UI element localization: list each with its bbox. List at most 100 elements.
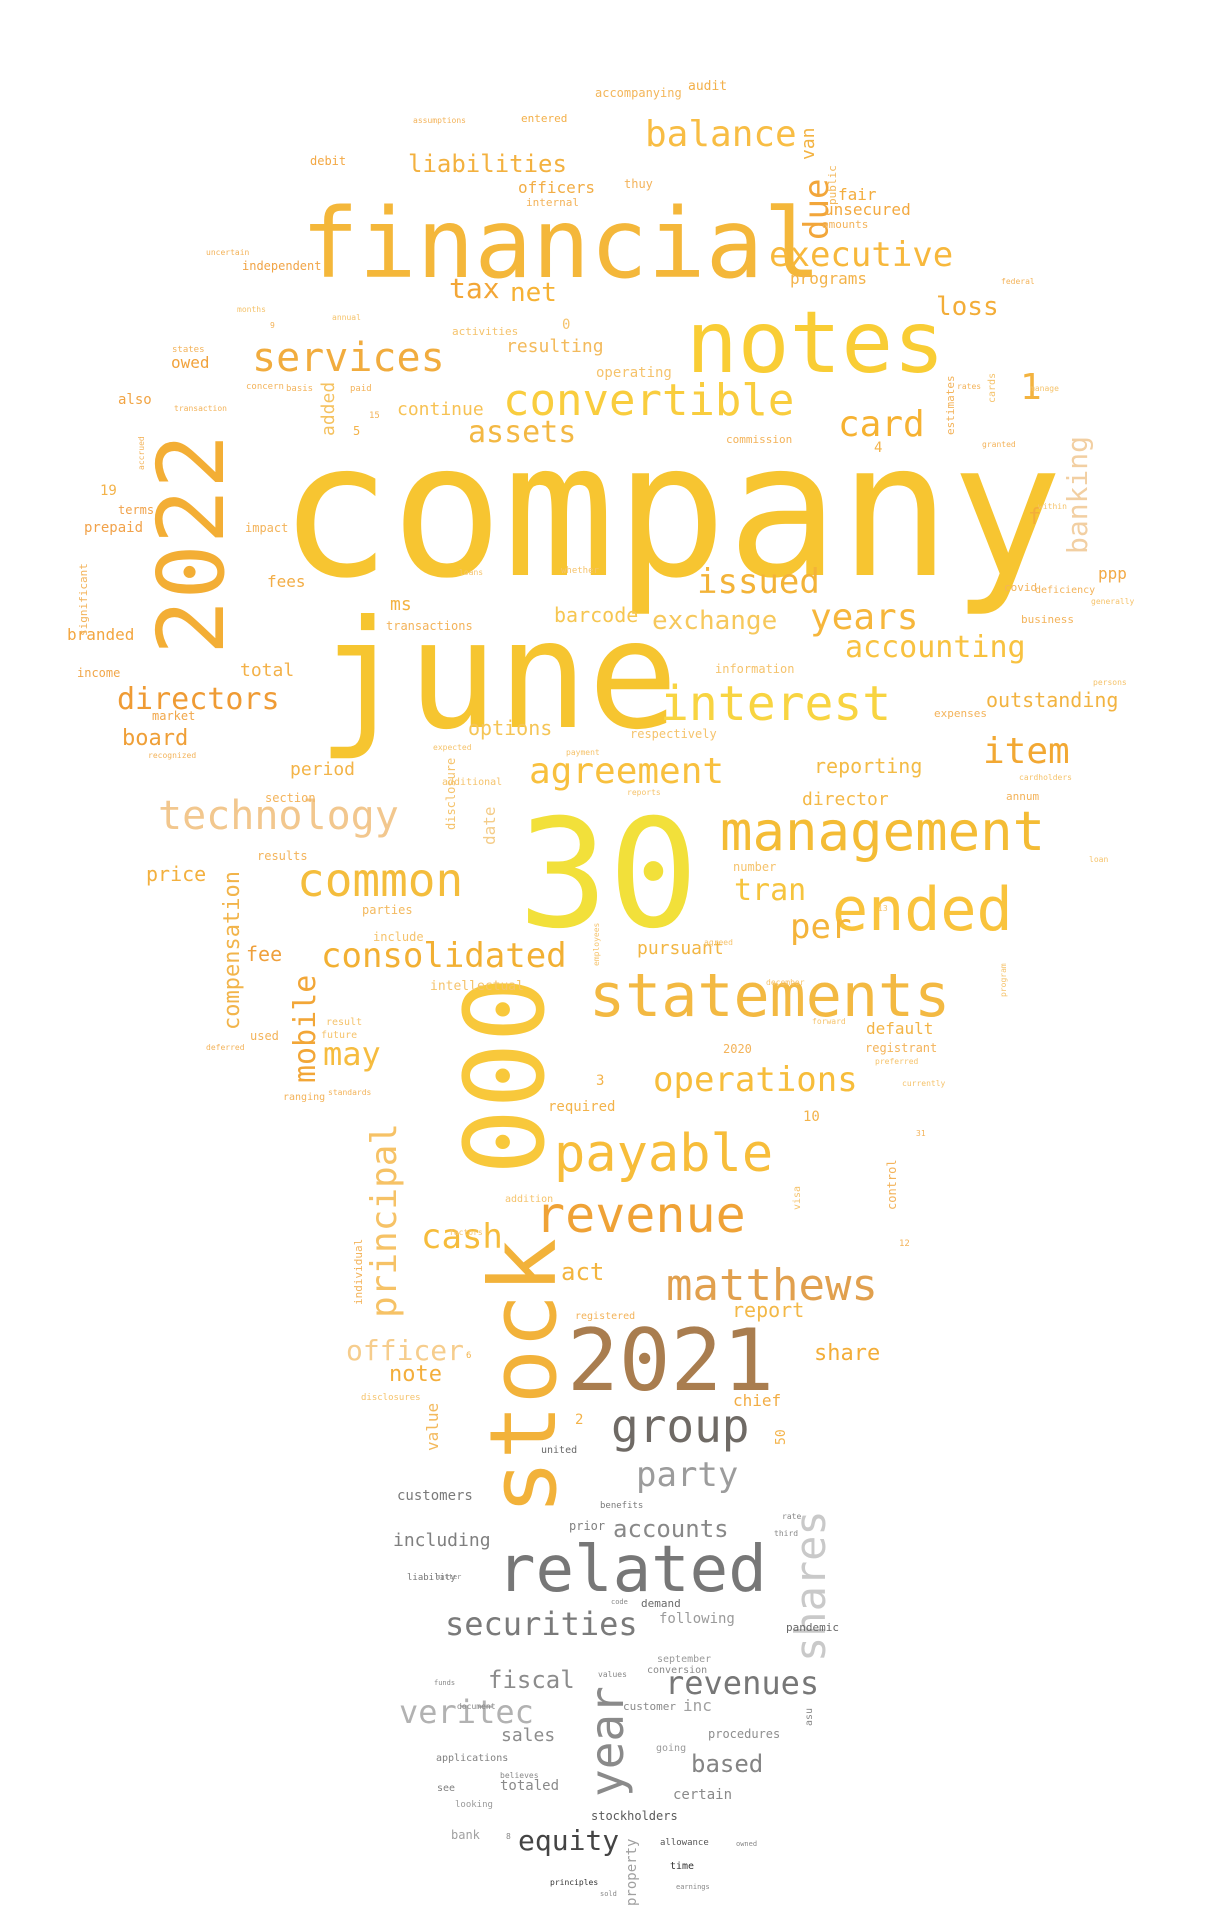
word: rates [957, 382, 982, 391]
word: related [497, 1533, 767, 1607]
word: within [1038, 502, 1067, 511]
word: see [437, 1783, 456, 1794]
word: group [611, 1399, 750, 1453]
word: ranging [283, 1092, 326, 1103]
word: manage [1030, 384, 1059, 393]
word: include [373, 930, 424, 944]
word: notes [686, 293, 945, 393]
word: pursuant [637, 938, 724, 959]
word: date [480, 806, 499, 845]
word: 6 [466, 1351, 472, 1361]
word: management [720, 800, 1046, 863]
word: believes [500, 1771, 539, 1780]
word: expenses [934, 707, 987, 720]
word: compensation [220, 871, 245, 1030]
word: intellectual [430, 979, 524, 994]
word: currently [902, 1079, 946, 1088]
word: technology [158, 793, 399, 839]
word: 000 [441, 976, 569, 1175]
word: information [715, 662, 795, 676]
word: 9 [270, 321, 275, 330]
word: tran [734, 873, 807, 908]
word: per [790, 907, 852, 947]
word: period [290, 759, 356, 780]
word: program [999, 963, 1008, 997]
word: price [146, 862, 207, 886]
word: document [457, 1702, 496, 1711]
word: card [838, 404, 925, 445]
word: annual [332, 313, 361, 322]
word: forward [812, 1017, 846, 1026]
word: sold [600, 1890, 617, 1898]
word: totaled [500, 1778, 560, 1794]
word: prepaid [84, 520, 144, 536]
word: ms [390, 594, 412, 615]
word: securities [445, 1605, 638, 1643]
word: certain [673, 1787, 733, 1803]
word: standards [328, 1088, 372, 1097]
word: prior [569, 1519, 606, 1533]
word: net [510, 278, 557, 308]
word: resulting [506, 336, 604, 357]
word: assumptions [413, 116, 466, 125]
word: balance [645, 114, 797, 155]
word: basis [286, 384, 314, 394]
word: fiscal [488, 1666, 575, 1694]
word: business [1021, 613, 1074, 626]
word: accounting [845, 630, 1026, 665]
word: payment [566, 748, 600, 757]
word: recognized [148, 751, 197, 760]
word: barcode [554, 603, 639, 627]
word: consolidated [321, 936, 567, 976]
word: unsecured [824, 200, 911, 219]
word: used [250, 1029, 279, 1043]
word: united [541, 1445, 578, 1456]
word: liabilities [408, 150, 567, 178]
word: months [237, 305, 266, 314]
word: 3 [596, 1073, 605, 1089]
word: bank [451, 1828, 480, 1842]
word: default [866, 1019, 934, 1038]
word: director [802, 789, 889, 810]
word: public [826, 165, 839, 205]
word: stockholders [591, 1809, 678, 1823]
word: convertible [503, 375, 795, 426]
word: payable [554, 1124, 774, 1184]
word: federal [1001, 277, 1035, 286]
word: debit [310, 154, 347, 168]
word: ended [832, 875, 1013, 945]
word: december [766, 978, 805, 987]
word: assets [468, 415, 577, 450]
word: officer [346, 1334, 465, 1367]
word: transaction [174, 404, 227, 413]
word: mobile [288, 974, 323, 1083]
word: visa [792, 1185, 803, 1210]
word: benefits [600, 1501, 644, 1511]
word: independent [242, 259, 322, 273]
word: granted [982, 440, 1016, 449]
word: inc [683, 1696, 712, 1715]
word: factors [449, 1228, 483, 1237]
word: looking [455, 1800, 493, 1810]
word: procedures [708, 1727, 781, 1741]
word: loss [936, 292, 999, 322]
word: following [659, 1611, 735, 1627]
word: applications [436, 1753, 509, 1764]
word: act [561, 1258, 605, 1286]
word: outstanding [986, 688, 1119, 712]
word: 2021 [567, 1311, 775, 1411]
word: accompanying [595, 86, 682, 100]
word: 30 [518, 788, 699, 962]
word: required [548, 1099, 616, 1115]
word: branded [67, 625, 135, 644]
word: individual [352, 1238, 365, 1305]
word: 15 [369, 411, 380, 421]
word: rate [782, 1512, 802, 1521]
word: funds [434, 1679, 456, 1687]
word: 5 [353, 424, 361, 438]
word: accrued [137, 436, 146, 470]
word: generally [1091, 597, 1135, 606]
word: banking [1061, 435, 1094, 554]
word: stock [470, 1238, 577, 1515]
